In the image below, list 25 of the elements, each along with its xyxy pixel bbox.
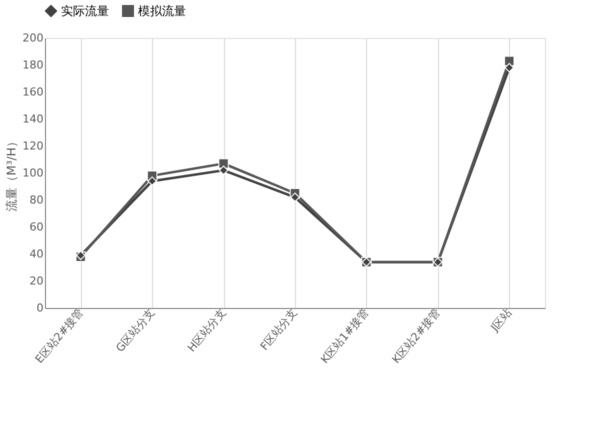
point [504, 56, 515, 66]
y-tick-label: 100 [22, 166, 44, 180]
y-tick-label: 200 [22, 32, 44, 44]
point [290, 192, 300, 202]
point [504, 63, 514, 72]
y-tick-label: 60 [30, 220, 44, 234]
y-tick-label: 180 [22, 58, 44, 72]
y-axis-title: 流量（M³/H） [4, 135, 19, 212]
y-tick-label: 160 [22, 86, 44, 98]
y-tick-label: 20 [30, 274, 44, 288]
y-tick-label: 140 [22, 112, 44, 126]
x-tick-label: F区站分支 [258, 306, 300, 353]
x-tick-label: K区站2#接管 [390, 306, 443, 366]
y-tick-label: 40 [30, 248, 44, 260]
x-tick-label: H区站分支 [185, 306, 229, 354]
y-tick-label: 0 [36, 302, 44, 314]
y-tick-label: 120 [22, 140, 44, 152]
x-tick-label: J区站 [488, 306, 514, 334]
x-tick-label: G区站分支 [114, 306, 158, 355]
legend-label: 实际流量 [61, 4, 109, 18]
y-tick-label: 80 [30, 194, 44, 206]
x-tick-label: K区站1#接管 [318, 306, 372, 366]
point [218, 166, 228, 175]
legend-label: 模拟流量 [138, 4, 186, 18]
point [147, 176, 157, 186]
